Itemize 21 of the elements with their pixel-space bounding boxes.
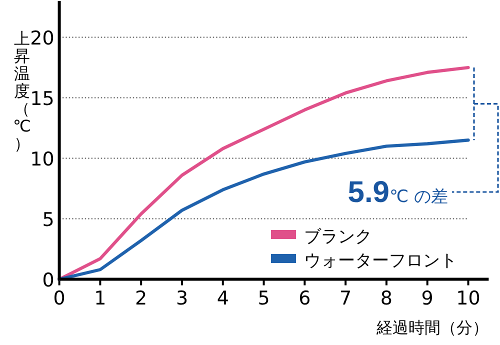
y-tick-label: 5 [42,208,54,231]
x-tick-label: 1 [94,287,106,310]
annotation: 5.9℃ の差 [348,176,448,209]
legend-label: ウォーターフロント [304,251,457,271]
x-tick-label: 8 [380,287,393,310]
x-tick-label: 7 [340,287,352,310]
y-tick-label: 10 [30,148,54,170]
x-tick-label: 2 [135,287,148,310]
x-tick-label: 9 [421,287,434,310]
y-tick-label: 20 [30,27,54,50]
x-tick-label: 10 [456,287,480,310]
y-tick-label: 15 [30,88,54,110]
x-tick-label: 3 [176,287,188,310]
x-tick-label: 5 [258,287,270,310]
legend-label: ブランク [304,227,372,247]
x-axis-title: 経過時間（分） [376,318,489,337]
y-tick-label: 0 [42,269,54,292]
y-axis-title: 上昇温度（℃） [13,29,31,153]
x-tick-label: 6 [298,287,311,310]
line-series [58,138,470,281]
x-tick-label: 4 [216,287,229,310]
